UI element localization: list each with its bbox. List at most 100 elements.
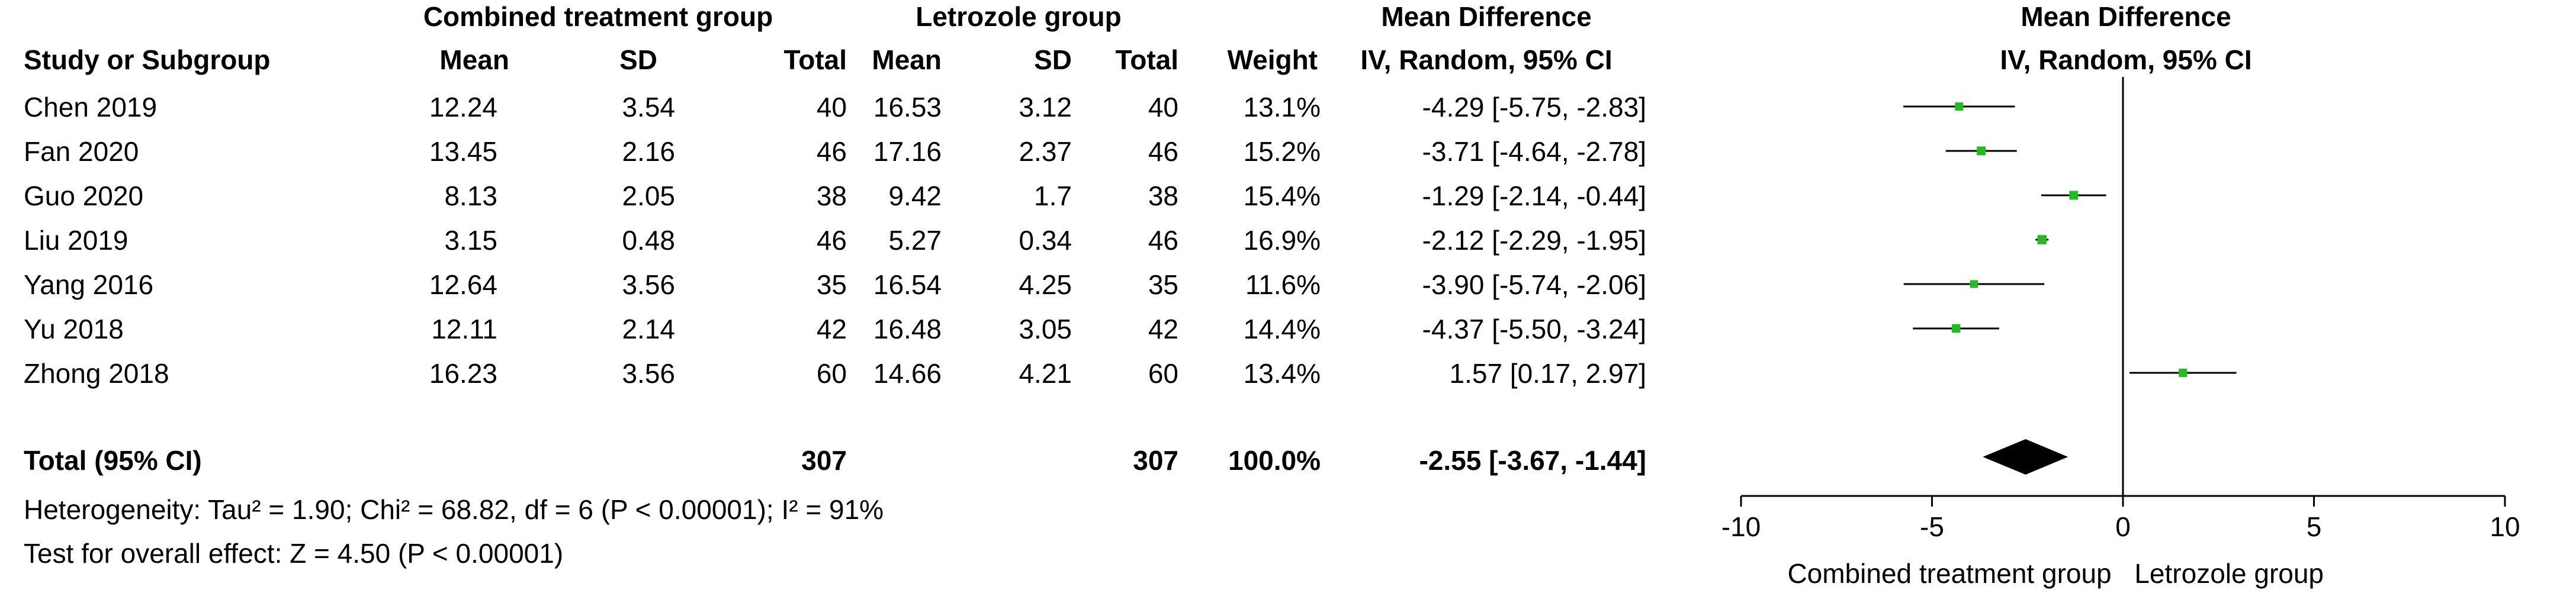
mean1: 16.23 (429, 358, 497, 389)
ci: -4.37 [-5.50, -3.24] (1422, 314, 1646, 344)
x-tick-label: 5 (2307, 511, 2322, 542)
overall-effect-text: Test for overall effect: Z = 4.50 (P < 0… (24, 538, 564, 569)
weight: 14.4% (1243, 314, 1321, 344)
total2: 38 (1148, 181, 1178, 211)
study-marker (2179, 368, 2188, 378)
study-name: Yu 2018 (24, 314, 124, 344)
sd2: 3.12 (1019, 92, 1072, 123)
mean2: 16.53 (873, 92, 942, 123)
mean2: 17.16 (873, 136, 942, 167)
mean2: 14.66 (873, 358, 942, 389)
sd1: 2.05 (622, 181, 675, 211)
total2: 60 (1148, 358, 1178, 389)
mean1: 3.15 (444, 225, 497, 256)
md-column-title: Mean Difference (1381, 1, 1592, 32)
column-total1: Total (783, 44, 847, 75)
x-tick-label: -5 (1920, 511, 1944, 542)
weight: 13.1% (1243, 92, 1321, 123)
total1: 307 (801, 445, 847, 476)
mean2: 16.48 (873, 314, 942, 344)
mean2: 9.42 (888, 181, 942, 211)
total1: 42 (816, 314, 847, 344)
study-name: Guo 2020 (24, 181, 144, 211)
total-weight: 100.0% (1228, 445, 1321, 476)
study-marker (1951, 324, 1961, 333)
column-sd1: SD (619, 44, 657, 75)
ci: -4.29 [-5.75, -2.83] (1422, 92, 1646, 123)
study-name: Chen 2019 (24, 92, 158, 123)
total-label: Total (95% CI) (24, 445, 202, 476)
favours-right-label: Letrozole group (2134, 558, 2324, 589)
column-weight: Weight (1227, 44, 1318, 75)
heterogeneity-text: Heterogeneity: Tau² = 1.90; Chi² = 68.82… (24, 494, 884, 525)
column-sd2: SD (1034, 44, 1072, 75)
sd1: 3.54 (622, 92, 675, 123)
column-ci: IV, Random, 95% CI (1360, 44, 1613, 75)
total1: 60 (816, 358, 847, 389)
plot-subtitle: IV, Random, 95% CI (2000, 44, 2252, 75)
weight: 16.9% (1243, 225, 1321, 256)
sd2: 2.37 (1019, 136, 1072, 167)
sd2: 3.05 (1019, 314, 1072, 344)
total2: 42 (1148, 314, 1178, 344)
mean1: 13.45 (429, 136, 497, 167)
weight: 15.2% (1243, 136, 1321, 167)
sd1: 0.48 (622, 225, 675, 256)
x-tick-label: -10 (1721, 511, 1761, 542)
weight: 11.6% (1245, 269, 1321, 300)
column-mean2: Mean (872, 44, 942, 75)
study-marker (1977, 146, 1986, 156)
summary-diamond (1983, 439, 2068, 475)
ci: -1.29 [-2.14, -0.44] (1422, 181, 1646, 211)
total1: 38 (816, 181, 847, 211)
total1: 46 (816, 225, 847, 256)
study-name: Liu 2019 (24, 225, 129, 256)
mean1: 12.24 (429, 92, 497, 123)
total2: 35 (1148, 269, 1178, 300)
mean1: 12.64 (429, 269, 497, 300)
weight: 13.4% (1243, 358, 1321, 389)
column-total2: Total (1115, 44, 1178, 75)
total2: 307 (1133, 445, 1178, 476)
sd1: 2.14 (622, 314, 675, 344)
x-tick-label: 0 (2115, 511, 2131, 542)
sd1: 3.56 (622, 358, 675, 389)
sd1: 2.16 (622, 136, 675, 167)
study-marker (2037, 235, 2047, 244)
sd2: 1.7 (1034, 181, 1072, 211)
column-mean1: Mean (439, 44, 509, 75)
study-name: Yang 2016 (24, 269, 154, 300)
sd1: 3.56 (622, 269, 675, 300)
total2: 40 (1148, 92, 1178, 123)
sd2: 0.34 (1019, 225, 1072, 256)
total2: 46 (1148, 136, 1178, 167)
ci: -2.12 [-2.29, -1.95] (1422, 225, 1646, 256)
sd2: 4.25 (1019, 269, 1072, 300)
ci: 1.57 [0.17, 2.97] (1449, 358, 1647, 389)
total1: 40 (816, 92, 847, 123)
ci: -3.90 [-5.74, -2.06] (1422, 269, 1646, 300)
sd2: 4.21 (1019, 358, 1072, 389)
column-study: Study or Subgroup (24, 44, 271, 75)
favours-left-label: Combined treatment group (1787, 558, 2111, 589)
group1-header: Combined treatment group (423, 1, 773, 32)
total-ci: -2.55 [-3.67, -1.44] (1419, 445, 1646, 476)
total1: 35 (816, 269, 847, 300)
mean2: 5.27 (888, 225, 942, 256)
mean2: 16.54 (873, 269, 942, 300)
study-marker (2069, 191, 2079, 200)
study-name: Fan 2020 (24, 136, 139, 167)
weight: 15.4% (1243, 181, 1321, 211)
study-name: Zhong 2018 (24, 358, 169, 389)
ci: -3.71 [-4.64, -2.78] (1422, 136, 1646, 167)
mean1: 12.11 (431, 314, 497, 344)
study-marker (1955, 102, 1964, 111)
total1: 46 (816, 136, 847, 167)
total2: 46 (1148, 225, 1178, 256)
plot-title: Mean Difference (2021, 1, 2231, 32)
x-tick-label: 10 (2490, 511, 2520, 542)
study-marker (1970, 280, 1978, 288)
group2-header: Letrozole group (916, 1, 1122, 32)
mean1: 8.13 (444, 181, 497, 211)
